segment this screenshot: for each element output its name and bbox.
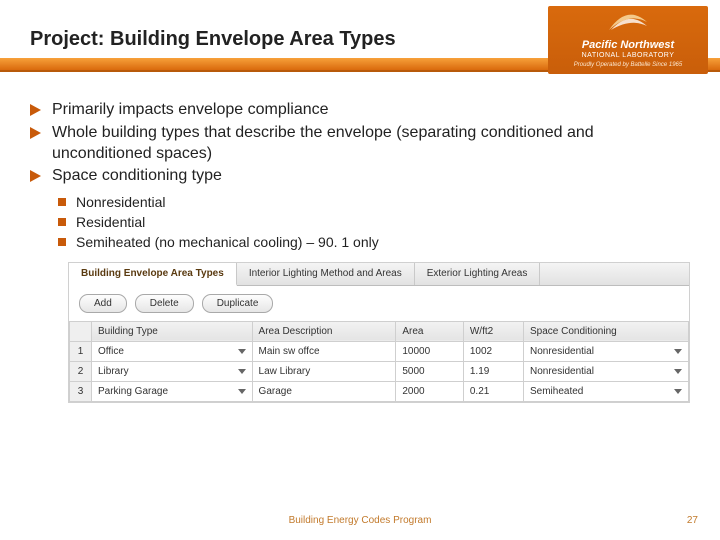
cell-area[interactable]: 10000 [396, 341, 464, 361]
main-bullets: Primarily impacts envelope compliance Wh… [30, 100, 690, 187]
row-number: 1 [70, 341, 92, 361]
logo-line3: Proudly Operated by Battelle Since 1965 [548, 62, 708, 68]
col-wft2: W/ft2 [463, 321, 523, 341]
duplicate-button[interactable]: Duplicate [202, 294, 274, 313]
bullet-item: Primarily impacts envelope compliance [30, 100, 690, 121]
square-bullet-icon [58, 238, 66, 246]
chevron-down-icon [238, 389, 246, 394]
logo-swoosh-icon [607, 10, 649, 32]
sub-bullet-text: Residential [76, 214, 145, 230]
tab-exterior-lighting[interactable]: Exterior Lighting Areas [415, 263, 541, 285]
bullet-text: Whole building types that describe the e… [52, 124, 594, 162]
col-building-type: Building Type [92, 321, 253, 341]
cell-area-description[interactable]: Main sw offce [252, 341, 396, 361]
cell-area-description[interactable]: Garage [252, 381, 396, 401]
table-row: 3Parking GarageGarage20000.21Semiheated [70, 381, 689, 401]
pnnl-logo: Pacific Northwest NATIONAL LABORATORY Pr… [548, 6, 708, 74]
sub-bullet-item: Residential [58, 213, 690, 232]
col-space-conditioning: Space Conditioning [523, 321, 688, 341]
footer-program: Building Energy Codes Program [0, 515, 720, 526]
square-bullet-icon [58, 198, 66, 206]
logo-line1: Pacific Northwest [548, 39, 708, 51]
sub-bullet-text: Nonresidential [76, 194, 166, 210]
chevron-down-icon [238, 369, 246, 374]
chevron-down-icon [674, 349, 682, 354]
chevron-down-icon [674, 389, 682, 394]
bullet-item: Space conditioning type [30, 166, 690, 187]
cell-wft2[interactable]: 1002 [463, 341, 523, 361]
tab-bar: Building Envelope Area Types Interior Li… [69, 263, 689, 286]
delete-button[interactable]: Delete [135, 294, 194, 313]
embedded-ui-screenshot: Building Envelope Area Types Interior Li… [68, 262, 690, 403]
sub-bullets: Nonresidential Residential Semiheated (n… [58, 193, 690, 252]
table-row: 1OfficeMain sw offce100001002Nonresident… [70, 341, 689, 361]
row-number: 2 [70, 361, 92, 381]
page-title: Project: Building Envelope Area Types [30, 28, 396, 51]
button-row: Add Delete Duplicate [69, 286, 689, 321]
bullet-item: Whole building types that describe the e… [30, 123, 690, 165]
col-area-description: Area Description [252, 321, 396, 341]
chevron-down-icon [238, 349, 246, 354]
cell-area[interactable]: 2000 [396, 381, 464, 401]
cell-wft2[interactable]: 1.19 [463, 361, 523, 381]
logo-line2: NATIONAL LABORATORY [548, 52, 708, 59]
cell-building-type[interactable]: Parking Garage [92, 381, 253, 401]
triangle-bullet-icon [30, 170, 41, 182]
tab-interior-lighting[interactable]: Interior Lighting Method and Areas [237, 263, 415, 285]
cell-space-conditioning[interactable]: Nonresidential [523, 361, 688, 381]
row-number: 3 [70, 381, 92, 401]
col-rownum [70, 321, 92, 341]
tab-envelope-types[interactable]: Building Envelope Area Types [69, 263, 237, 286]
cell-area-description[interactable]: Law Library [252, 361, 396, 381]
cell-area[interactable]: 5000 [396, 361, 464, 381]
triangle-bullet-icon [30, 104, 41, 116]
sub-bullet-item: Nonresidential [58, 193, 690, 212]
sub-bullet-text: Semiheated (no mechanical cooling) – 90.… [76, 234, 379, 250]
sub-bullet-item: Semiheated (no mechanical cooling) – 90.… [58, 233, 690, 252]
table-row: 2LibraryLaw Library50001.19Nonresidentia… [70, 361, 689, 381]
chevron-down-icon [674, 369, 682, 374]
cell-space-conditioning[interactable]: Semiheated [523, 381, 688, 401]
cell-wft2[interactable]: 0.21 [463, 381, 523, 401]
col-area: Area [396, 321, 464, 341]
triangle-bullet-icon [30, 127, 41, 139]
page-number: 27 [687, 515, 698, 526]
add-button[interactable]: Add [79, 294, 127, 313]
bullet-text: Primarily impacts envelope compliance [52, 101, 329, 118]
cell-building-type[interactable]: Office [92, 341, 253, 361]
bullet-text: Space conditioning type [52, 167, 222, 184]
cell-space-conditioning[interactable]: Nonresidential [523, 341, 688, 361]
square-bullet-icon [58, 218, 66, 226]
envelope-table: Building Type Area Description Area W/ft… [69, 321, 689, 402]
cell-building-type[interactable]: Library [92, 361, 253, 381]
